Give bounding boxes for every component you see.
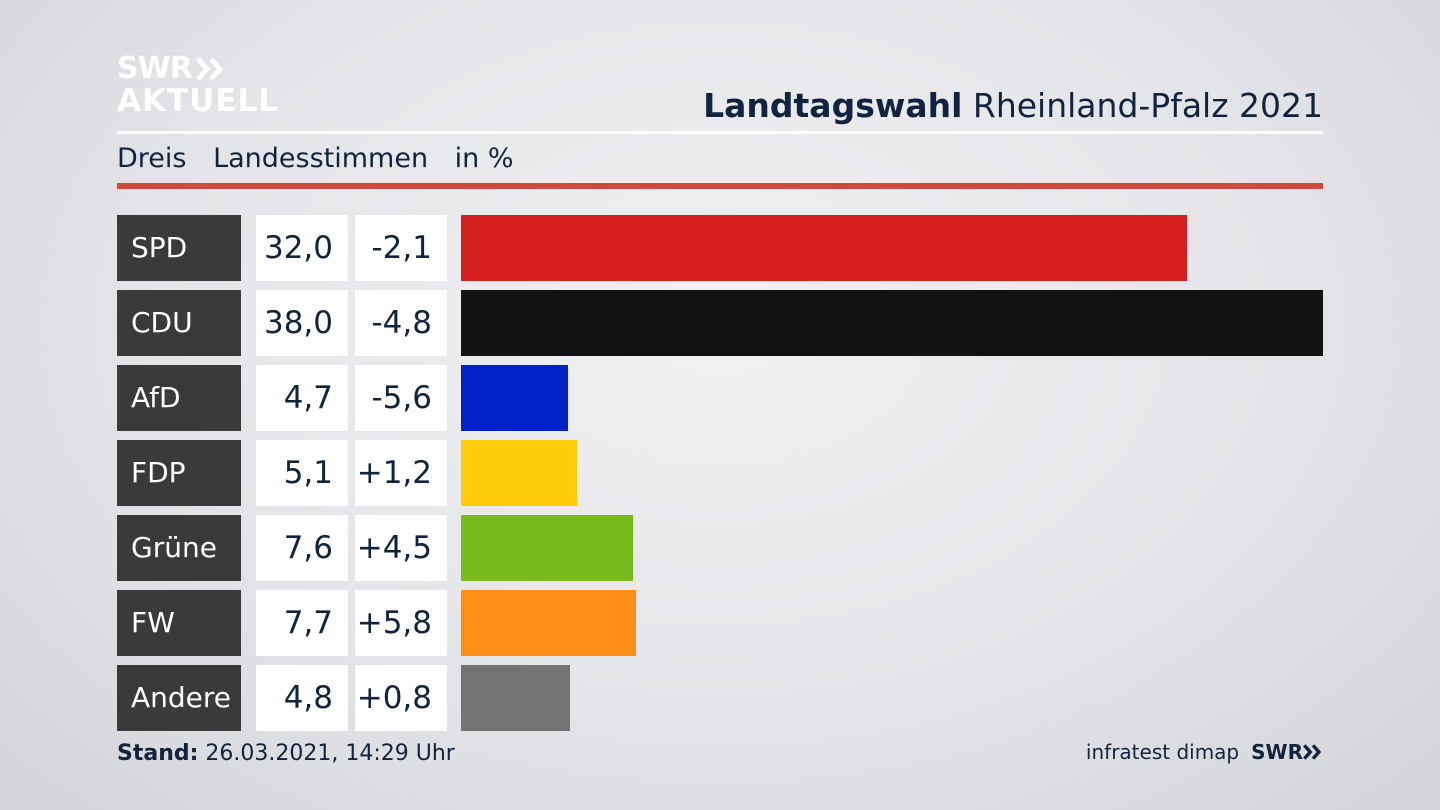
swr-brand: SWR <box>1251 740 1323 764</box>
accent-divider <box>117 183 1323 189</box>
subtitle: Dreis Landesstimmen in % <box>117 143 532 174</box>
subtitle-unit: in % <box>454 143 514 174</box>
subtitle-region: Dreis <box>117 143 187 174</box>
result-row: SPD 32,0 -2,1 <box>117 215 1323 281</box>
party-label: CDU <box>117 290 241 356</box>
result-bar <box>461 590 636 656</box>
vote-share-value: 4,7 <box>256 365 348 431</box>
result-bar <box>461 665 570 731</box>
result-row: FDP 5,1 +1,2 <box>117 440 1323 506</box>
title-rest: Rheinland-Pfalz 2021 <box>972 86 1323 125</box>
party-label: AfD <box>117 365 241 431</box>
result-row: Grüne 7,6 +4,5 <box>117 515 1323 581</box>
vote-change-value: -4,8 <box>355 290 447 356</box>
vote-change-value: -2,1 <box>355 215 447 281</box>
vote-change-value: +1,2 <box>355 440 447 506</box>
result-bar <box>461 515 633 581</box>
result-bar <box>461 215 1187 281</box>
party-label: Grüne <box>117 515 241 581</box>
double-chevron-small-icon <box>1303 744 1322 760</box>
party-label: FDP <box>117 440 241 506</box>
subtitle-measure: Landesstimmen <box>213 143 429 174</box>
result-bar <box>461 290 1323 356</box>
logo-line1: SWR <box>117 51 193 86</box>
result-row: Andere 4,8 +0,8 <box>117 665 1323 731</box>
vote-share-value: 5,1 <box>256 440 348 506</box>
vote-change-value: +5,8 <box>355 590 447 656</box>
double-chevron-icon <box>195 57 226 81</box>
party-label: FW <box>117 590 241 656</box>
timestamp: Stand: 26.03.2021, 14:29 Uhr <box>117 741 455 766</box>
vote-share-value: 4,8 <box>256 665 348 731</box>
vote-share-value: 38,0 <box>256 290 348 356</box>
stand-value: 26.03.2021, 14:29 Uhr <box>205 741 455 766</box>
result-row: CDU 38,0 -4,8 <box>117 290 1323 356</box>
result-row: AfD 4,7 -5,6 <box>117 365 1323 431</box>
source-label: infratest dimap <box>1085 740 1240 764</box>
party-label: SPD <box>117 215 241 281</box>
source-credit: infratest dimap SWR <box>1086 740 1323 764</box>
page-title: Landtagswahl Rheinland-Pfalz 2021 <box>703 86 1323 125</box>
swr-brand-text: SWR <box>1251 740 1303 764</box>
swr-aktuell-logo: SWR AKTUELL <box>117 54 279 117</box>
result-bar <box>461 365 568 431</box>
vote-change-value: -5,6 <box>355 365 447 431</box>
title-bold: Landtagswahl <box>703 86 963 125</box>
vote-share-value: 7,6 <box>256 515 348 581</box>
vote-change-value: +4,5 <box>355 515 447 581</box>
vote-share-value: 7,7 <box>256 590 348 656</box>
header-divider <box>117 131 1323 134</box>
logo-line2: AKTUELL <box>117 83 280 119</box>
party-label: Andere <box>117 665 241 731</box>
stand-label: Stand: <box>117 741 199 766</box>
result-row: FW 7,7 +5,8 <box>117 590 1323 656</box>
vote-change-value: +0,8 <box>355 665 447 731</box>
vote-share-value: 32,0 <box>256 215 348 281</box>
result-bar <box>461 440 577 506</box>
